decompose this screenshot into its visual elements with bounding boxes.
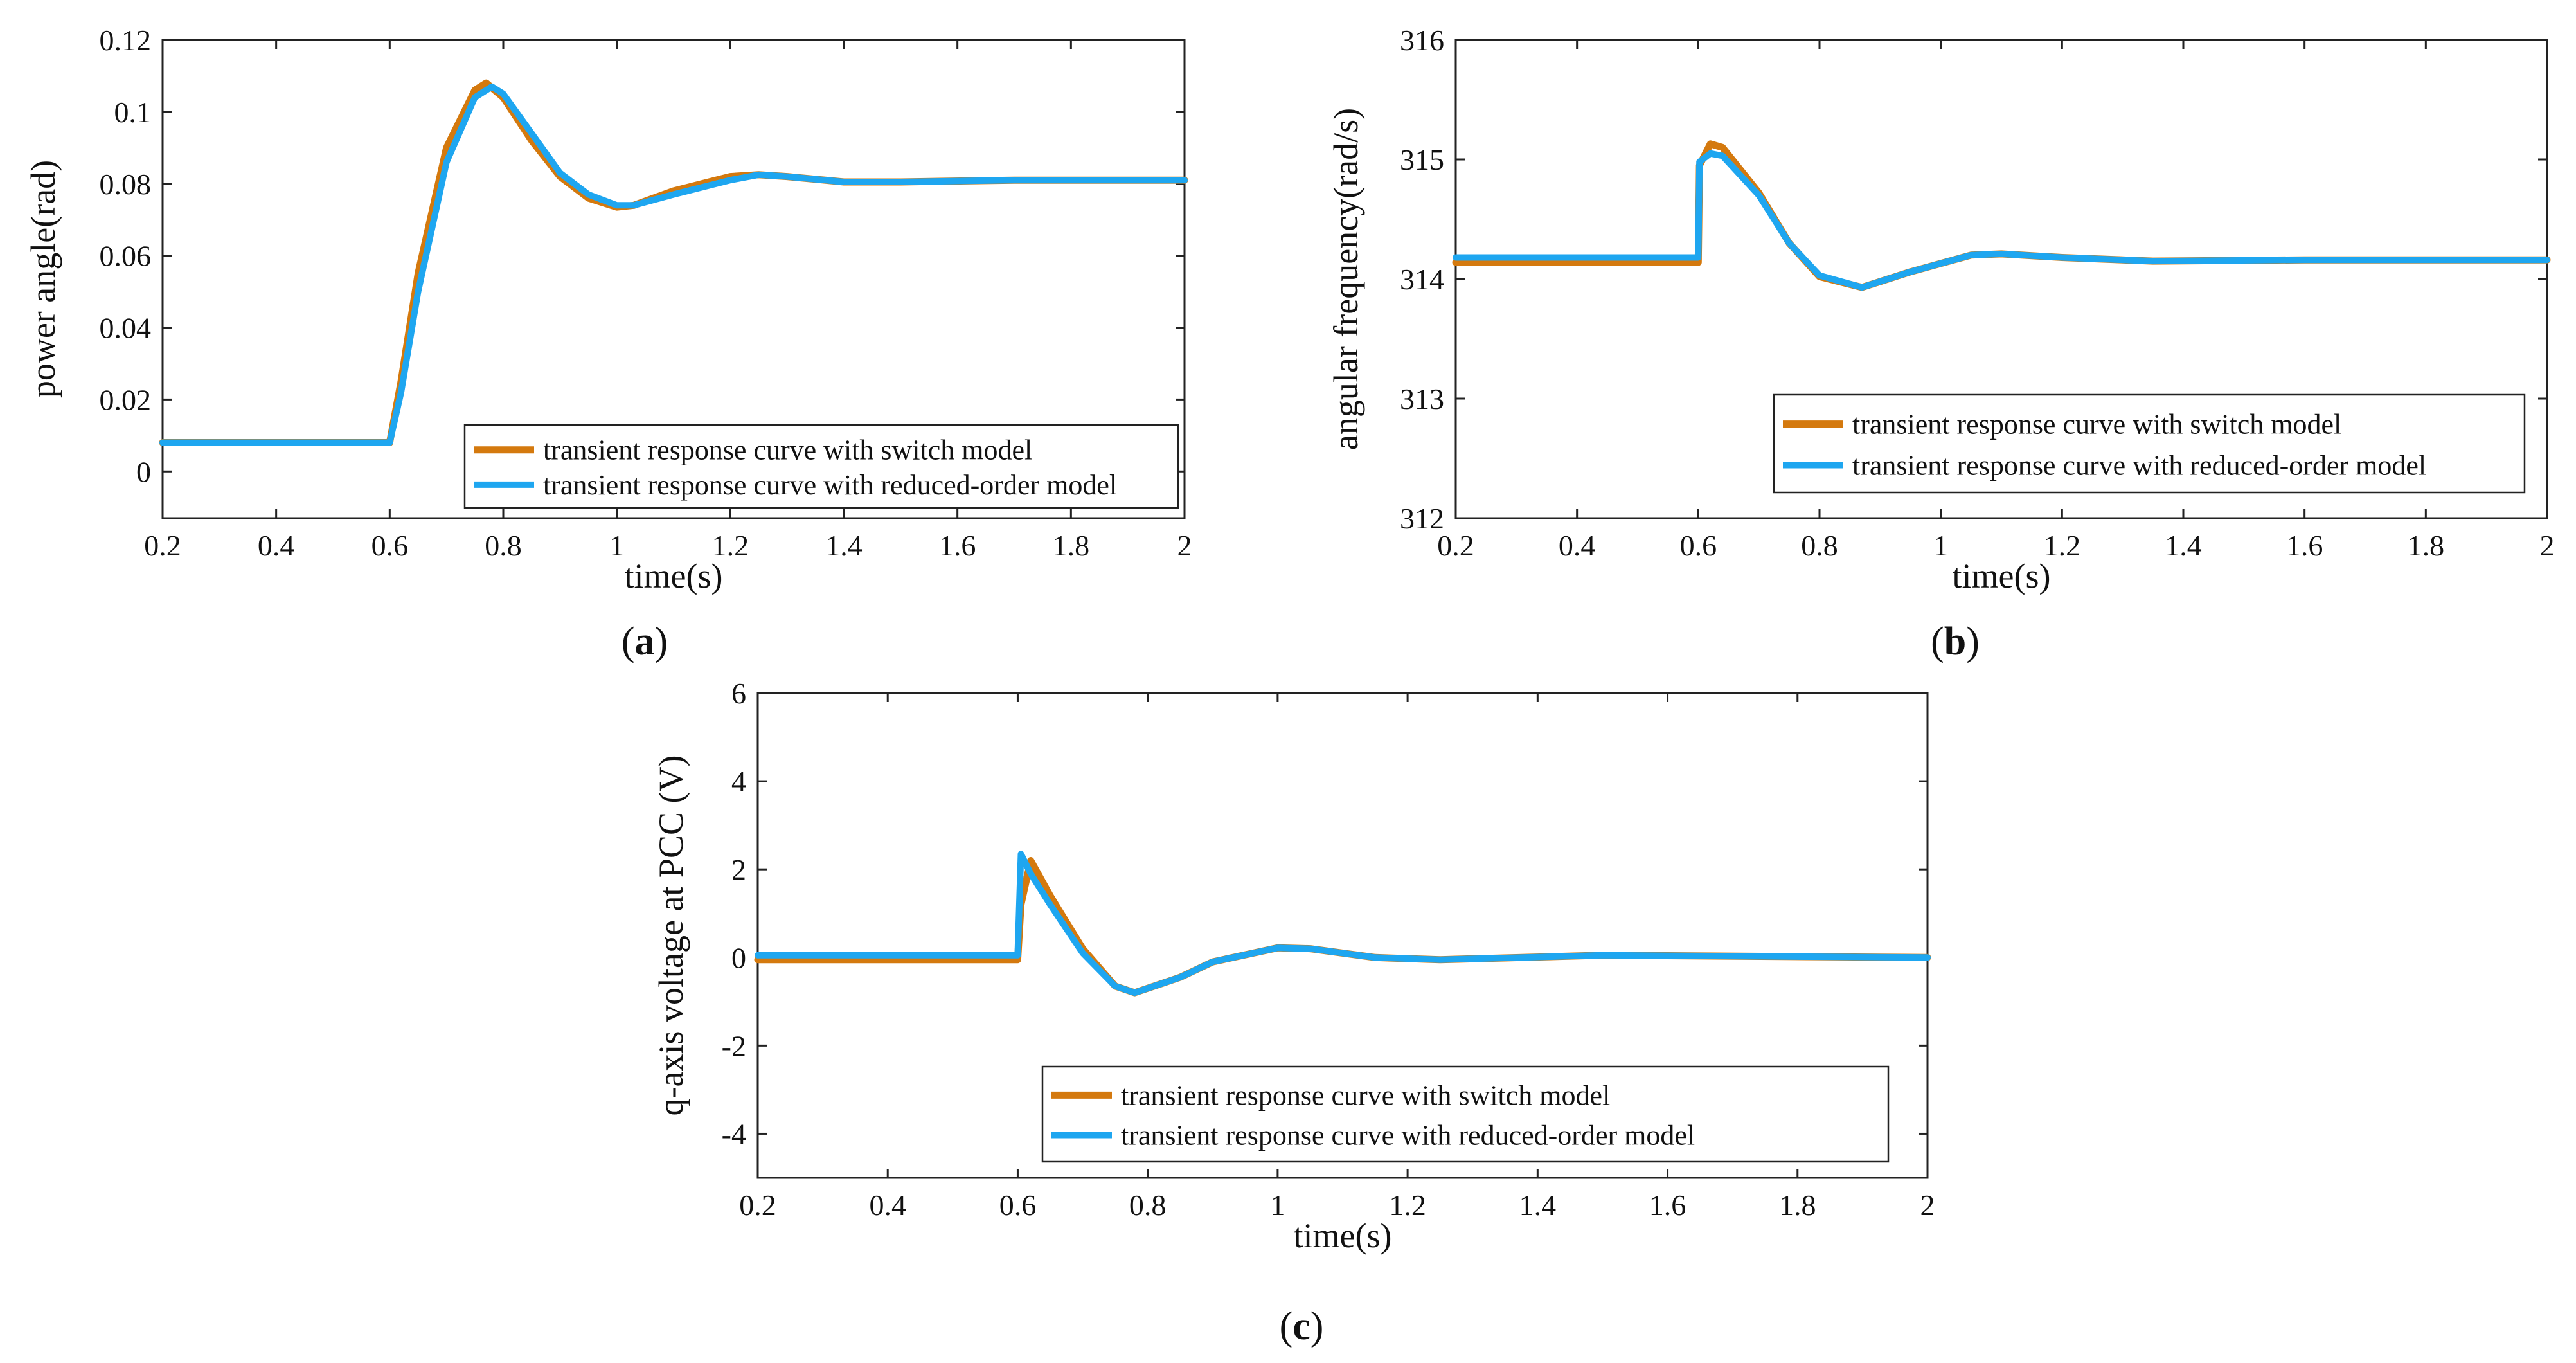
y-tick-label: 6	[731, 677, 746, 710]
y-tick-label: 0.06	[100, 240, 152, 273]
chart-panel-c: 0.2 0.4 0.6 0.8 1 1.2 1.4 1.6 1.8 2 -4 -2 0 2 4 6 time(s…	[652, 677, 1935, 1255]
x-tick-label: 1.4	[825, 529, 863, 562]
x-tick-label: 1.8	[1779, 1189, 1816, 1222]
series-line-reduced-order	[755, 851, 1931, 997]
x-tick-label: 1.2	[1389, 1189, 1426, 1222]
x-tick-label: 0.4	[258, 529, 295, 562]
x-tick-label: 2	[2540, 529, 2555, 562]
y-tick-label: 0.04	[100, 312, 152, 345]
legend-entry-label: transient response curve with switch mod…	[1121, 1079, 1610, 1111]
y-tick-label: -4	[722, 1117, 746, 1150]
caption-a: (a)	[622, 620, 668, 663]
series-line-reduced-order	[159, 83, 1188, 446]
legend-entry-label: transient response curve with reduced-or…	[1121, 1120, 1695, 1151]
x-tick-label: 2	[1177, 529, 1192, 562]
y-tick-label: 0	[136, 455, 151, 488]
x-tick-label: 0.2	[1437, 529, 1474, 562]
chart-panel-b: 0.2 0.4 0.6 0.8 1 1.2 1.4 1.6 1.8 2 312 313 314 315 31…	[1327, 24, 2555, 595]
y-tick-label: 0.02	[100, 383, 152, 416]
y-axis-label: angular frequency(rad/s)	[1327, 108, 1365, 450]
y-tick-label: 0.08	[100, 168, 152, 201]
x-tick-label: 2	[1920, 1189, 1935, 1222]
legend-entry-label: transient response curve with reduced-or…	[1852, 449, 2426, 481]
y-tick-label: 0.1	[114, 96, 152, 129]
x-axis-label: time(s)	[625, 557, 723, 595]
y-tick-label: 0	[731, 941, 746, 974]
x-tick-label: 1.6	[1649, 1189, 1686, 1222]
legend-box	[1773, 393, 2526, 494]
y-tick-label: 0.12	[100, 24, 152, 57]
x-tick-label: 0.8	[485, 529, 522, 562]
x-tick-label: 0.2	[144, 529, 181, 562]
y-tick-label: 312	[1400, 502, 1444, 535]
caption-c: (c)	[1280, 1304, 1324, 1348]
x-axis-label: time(s)	[1294, 1216, 1392, 1255]
x-tick-label: 1.6	[939, 529, 976, 562]
x-tick-label: 0.4	[1559, 529, 1596, 562]
x-tick-label: 0.6	[371, 529, 409, 562]
x-tick-label: 0.2	[739, 1189, 776, 1222]
y-tick-label: 2	[731, 853, 746, 886]
x-tick-label: 1.8	[1053, 529, 1090, 562]
x-tick-label: 0.8	[1129, 1189, 1167, 1222]
x-tick-label: 1.8	[2408, 529, 2445, 562]
x-tick-label: 0.6	[1680, 529, 1717, 562]
x-tick-label: 0.6	[999, 1189, 1037, 1222]
y-axis-label: q-axis voltage at PCC (V)	[652, 755, 690, 1116]
y-tick-label: 315	[1400, 143, 1444, 176]
legend-box	[1041, 1065, 1890, 1163]
caption-b: (b)	[1931, 620, 1980, 663]
x-tick-label: 1	[609, 529, 624, 562]
legend-entry-label: transient response curve with switch mod…	[543, 435, 1032, 466]
x-tick-label: 1.6	[2286, 529, 2323, 562]
y-tick-label: 316	[1400, 24, 1444, 57]
x-tick-label: 1	[1933, 529, 1948, 562]
x-tick-label: 1.2	[712, 529, 749, 562]
y-tick-label: 313	[1400, 383, 1444, 415]
legend-entry-label: transient response curve with switch mod…	[1852, 409, 2341, 440]
y-tick-label: 4	[731, 765, 746, 798]
legend-entry-label: transient response curve with reduced-or…	[543, 469, 1117, 501]
legend-box	[463, 424, 1179, 509]
y-tick-label: -2	[722, 1029, 746, 1062]
x-tick-label: 0.8	[1801, 529, 1838, 562]
x-tick-label: 1	[1270, 1189, 1285, 1222]
x-tick-label: 1.4	[2165, 529, 2202, 562]
x-tick-label: 0.4	[869, 1189, 906, 1222]
y-tick-label: 314	[1400, 263, 1444, 296]
x-tick-label: 1.4	[1519, 1189, 1557, 1222]
x-axis-label: time(s)	[1953, 557, 2051, 595]
series-line-reduced-order	[1453, 150, 2550, 291]
y-axis-label: power angle(rad)	[24, 160, 62, 398]
chart-panel-a: 0.2 0.4 0.6 0.8 1 1.2 1.4 1.6 1.8 2 0 0.02 0.04 0.06 0…	[24, 24, 1192, 595]
x-tick-label: 1.2	[2044, 529, 2081, 562]
